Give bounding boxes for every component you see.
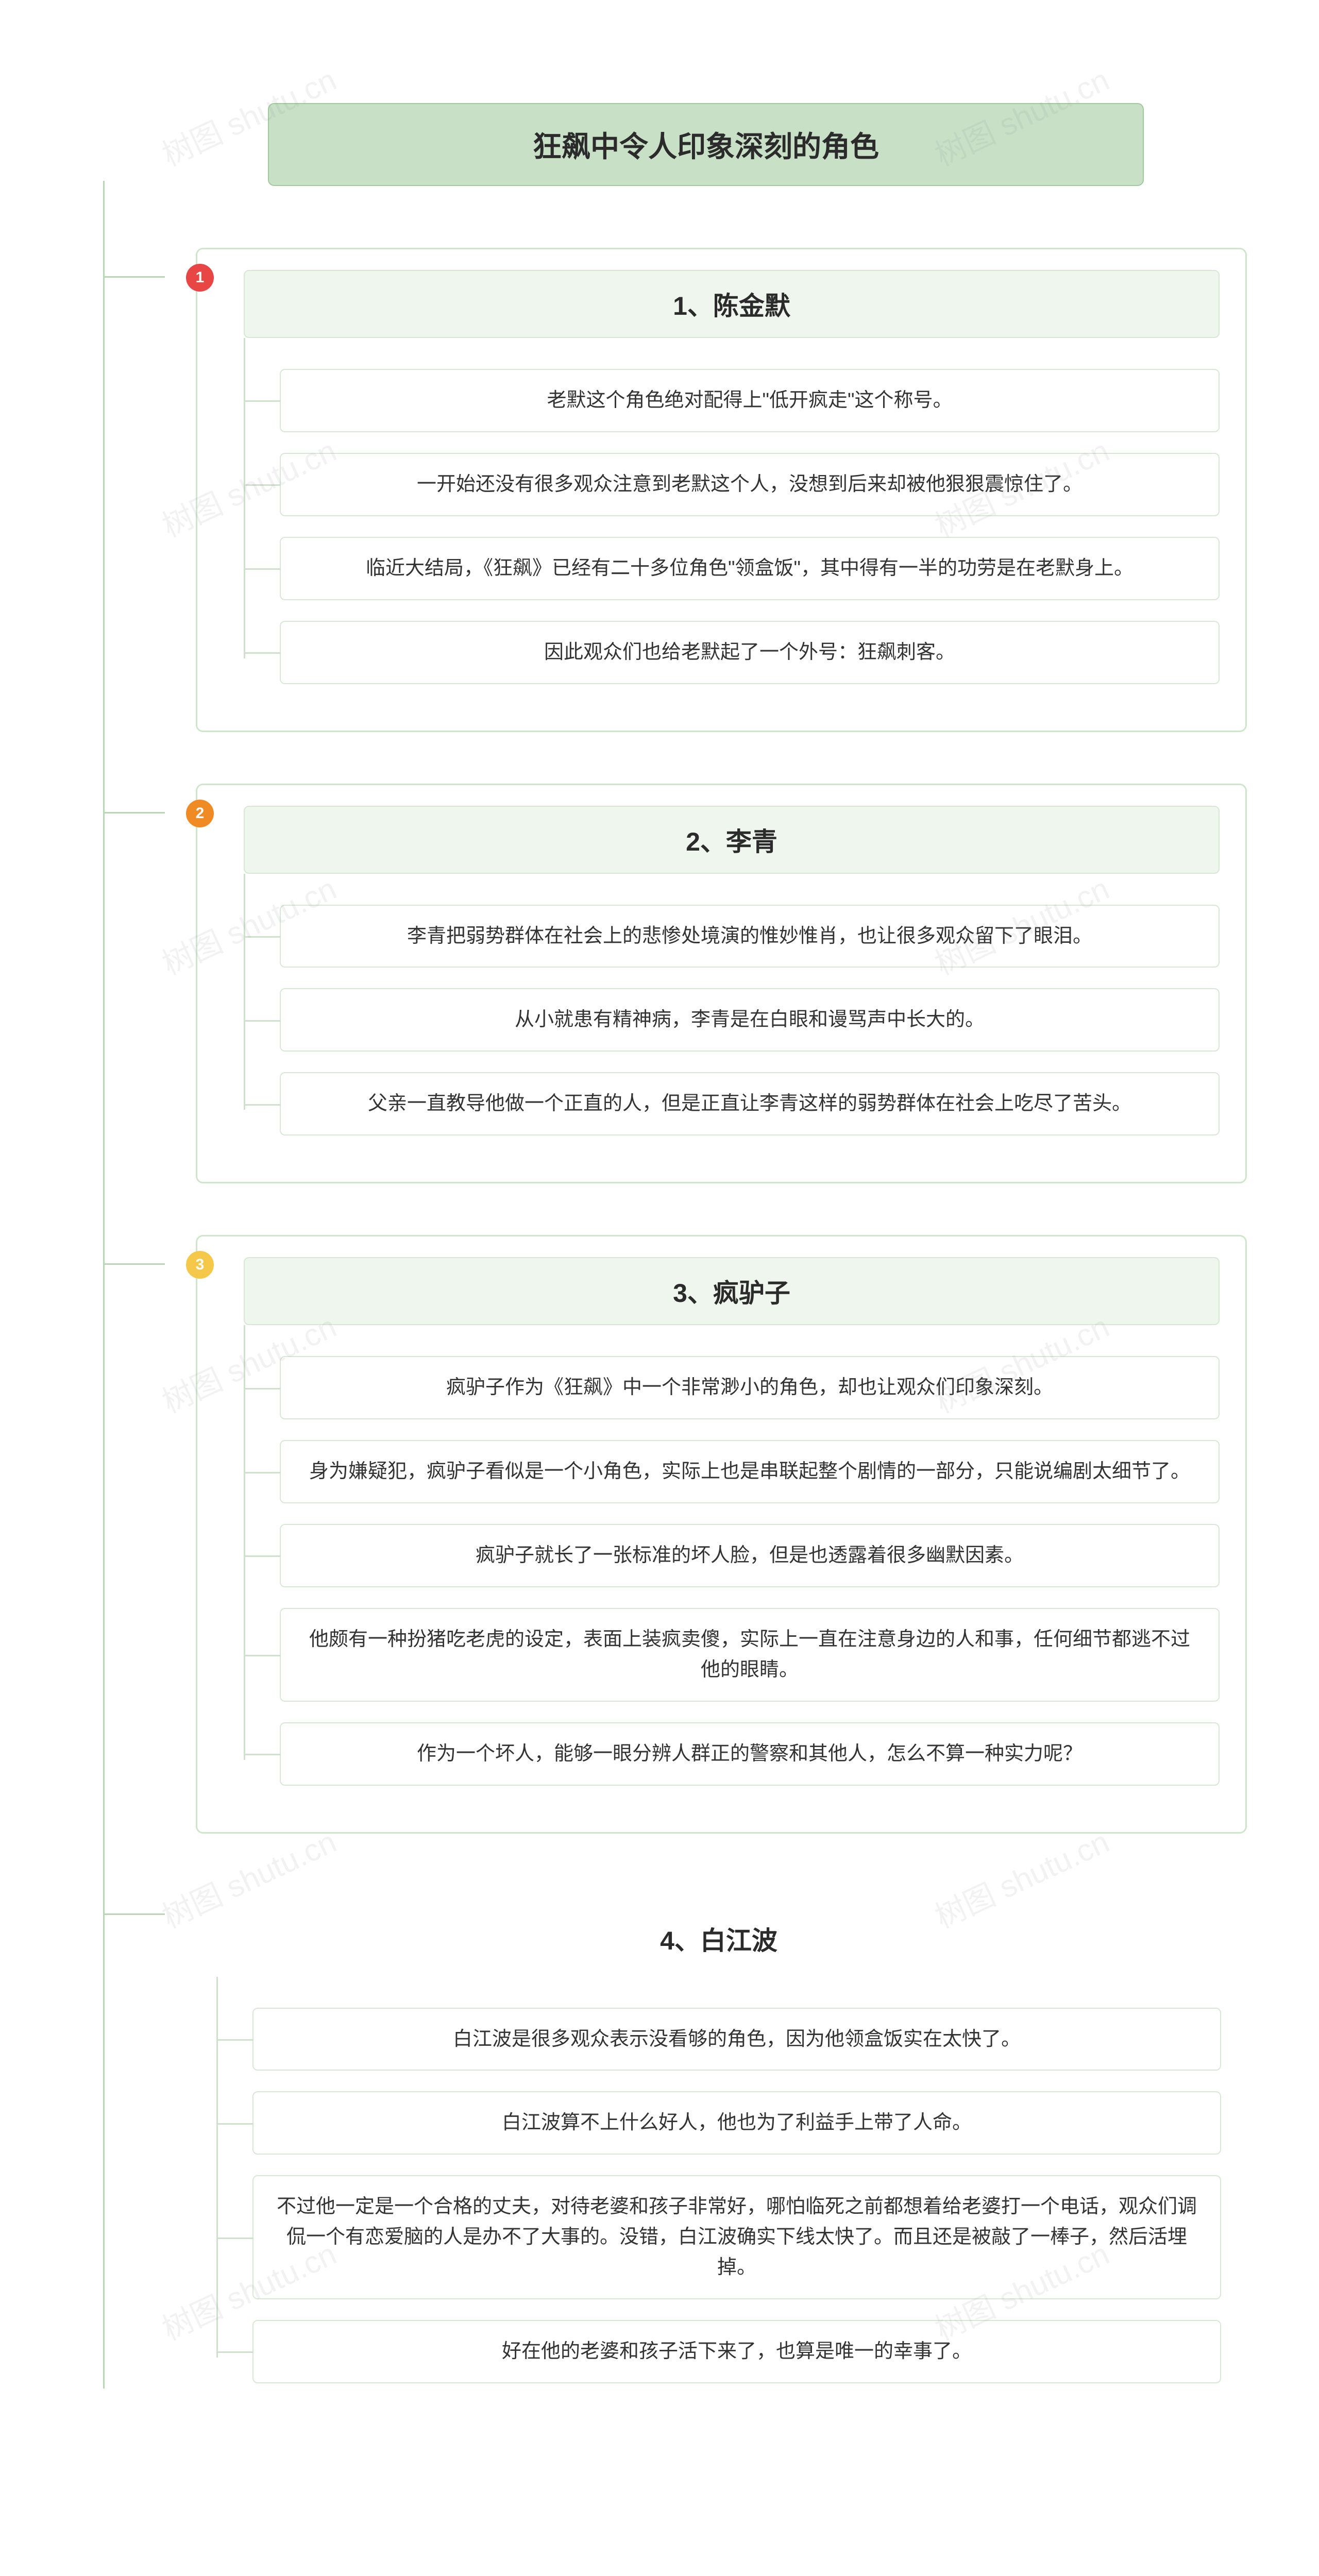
detail-list: 疯驴子作为《狂飙》中一个非常渺小的角色，却也让观众们印象深刻。身为嫌疑犯，疯驴子… <box>244 1356 1220 1785</box>
detail-node: 因此观众们也给老默起了一个外号：狂飙刺客。 <box>280 621 1220 684</box>
detail-node: 临近大结局，《狂飙》已经有二十多位角色"领盒饭"，其中得有一半的功劳是在老默身上… <box>280 537 1220 600</box>
detail-node: 身为嫌疑犯，疯驴子看似是一个小角色，实际上也是串联起整个剧情的一部分，只能说编剧… <box>280 1440 1220 1503</box>
section-badge: 2 <box>186 800 214 827</box>
detail-node: 李青把弱势群体在社会上的悲惨处境演的惟妙惟肖，也让很多观众留下了眼泪。 <box>280 905 1220 968</box>
section-title: 4、白江波 <box>216 1906 1221 1972</box>
detail-node: 不过他一定是一个合格的丈夫，对待老婆和孩子非常好，哪怕临死之前都想着给老婆打一个… <box>252 2175 1221 2299</box>
section-title: 3、疯驴子 <box>244 1257 1220 1325</box>
section-title: 2、李青 <box>244 806 1220 874</box>
detail-list: 老默这个角色绝对配得上"低开疯走"这个称号。一开始还没有很多观众注意到老默这个人… <box>244 369 1220 684</box>
detail-node: 白江波是很多观众表示没看够的角色，因为他领盒饭实在太快了。 <box>252 2008 1221 2071</box>
section-badge: 1 <box>186 264 214 292</box>
detail-node: 作为一个坏人，能够一眼分辨人群正的警察和其他人，怎么不算一种实力呢？ <box>280 1722 1220 1786</box>
section-box: 11、陈金默老默这个角色绝对配得上"低开疯走"这个称号。一开始还没有很多观众注意… <box>196 248 1247 732</box>
section-box: 22、李青李青把弱势群体在社会上的悲惨处境演的惟妙惟肖，也让很多观众留下了眼泪。… <box>196 784 1247 1184</box>
detail-node: 父亲一直教导他做一个正直的人，但是正直让李青这样的弱势群体在社会上吃尽了苦头。 <box>280 1072 1220 1136</box>
tree-section: 3 3、疯驴子疯驴子作为《狂飙》中一个非常渺小的角色，却也让观众们印象深刻。身为嫌… <box>165 1235 1247 1833</box>
detail-node: 一开始还没有很多观众注意到老默这个人，没想到后来却被他狠狠震惊住了。 <box>280 453 1220 516</box>
section-badge: 3 <box>186 1251 214 1279</box>
detail-node: 老默这个角色绝对配得上"低开疯走"这个称号。 <box>280 369 1220 432</box>
section-box: 33、疯驴子疯驴子作为《狂飙》中一个非常渺小的角色，却也让观众们印象深刻。身为嫌… <box>196 1235 1247 1833</box>
section-title: 1、陈金默 <box>244 270 1220 338</box>
detail-node: 疯驴子就长了一张标准的坏人脸，但是也透露着很多幽默因素。 <box>280 1524 1220 1587</box>
detail-list: 李青把弱势群体在社会上的悲惨处境演的惟妙惟肖，也让很多观众留下了眼泪。从小就患有… <box>244 905 1220 1136</box>
detail-node: 他颇有一种扮猪吃老虎的设定，表面上装疯卖傻，实际上一直在注意身边的人和事，任何细… <box>280 1608 1220 1702</box>
tree-container: 1 1、陈金默老默这个角色绝对配得上"低开疯走"这个称号。一开始还没有很多观众注意… <box>165 248 1247 2430</box>
detail-list: 白江波是很多观众表示没看够的角色，因为他领盒饭实在太快了。白江波算不上什么好人，… <box>216 2008 1221 2383</box>
tree-section: 1 1、陈金默老默这个角色绝对配得上"低开疯走"这个称号。一开始还没有很多观众注意… <box>165 248 1247 732</box>
detail-node: 疯驴子作为《狂飙》中一个非常渺小的角色，却也让观众们印象深刻。 <box>280 1356 1220 1419</box>
tree-section: 4、白江波白江波是很多观众表示没看够的角色，因为他领盒饭实在太快了。白江波算不上… <box>165 1885 1247 2430</box>
root-title: 狂飙中令人印象深刻的角色 <box>268 103 1144 186</box>
section-box: 4、白江波白江波是很多观众表示没看够的角色，因为他领盒饭实在太快了。白江波算不上… <box>196 1885 1247 2430</box>
detail-node: 从小就患有精神病，李青是在白眼和谩骂声中长大的。 <box>280 988 1220 1052</box>
tree-section: 2 2、李青李青把弱势群体在社会上的悲惨处境演的惟妙惟肖，也让很多观众留下了眼泪。… <box>165 784 1247 1184</box>
detail-node: 好在他的老婆和孩子活下来了，也算是唯一的幸事了。 <box>252 2320 1221 2383</box>
detail-node: 白江波算不上什么好人，他也为了利益手上带了人命。 <box>252 2091 1221 2155</box>
